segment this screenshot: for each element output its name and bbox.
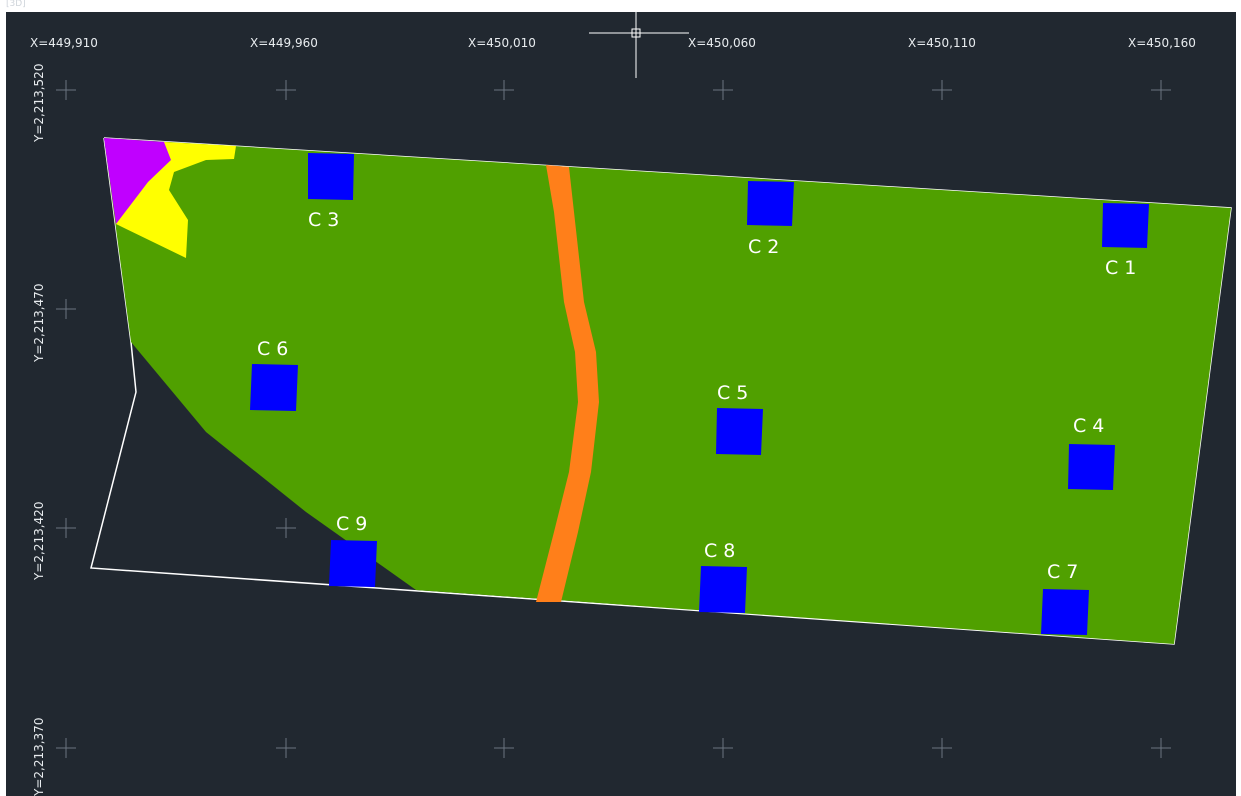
x-coordinate-label: X=449,910 xyxy=(30,36,98,50)
yellow-zone[interactable] xyxy=(116,142,236,258)
grid-cross xyxy=(713,738,733,758)
column-c4-square[interactable] xyxy=(1068,444,1115,490)
grid-cross xyxy=(276,518,296,538)
column-c8-label: C 8 xyxy=(704,540,735,562)
column-c6-label: C 6 xyxy=(257,338,288,360)
column-c5-square[interactable] xyxy=(716,408,763,455)
column-c7[interactable]: C 7 xyxy=(1041,561,1089,635)
column-c1-label: C 1 xyxy=(1105,257,1136,279)
y-coordinate-label: Y=2,213,520 xyxy=(32,64,46,143)
x-coordinate-label: X=450,060 xyxy=(688,36,756,50)
column-c5[interactable]: C 5 xyxy=(716,382,763,455)
column-c1[interactable]: C 1 xyxy=(1102,203,1149,279)
y-coordinate-labels: Y=2,213,520 Y=2,213,470 Y=2,213,420 Y=2,… xyxy=(32,64,46,796)
grid-cross xyxy=(1151,80,1171,100)
y-coordinate-label: Y=2,213,470 xyxy=(32,284,46,363)
column-c4-label: C 4 xyxy=(1073,415,1104,437)
column-c6[interactable]: C 6 xyxy=(250,338,298,411)
column-c3[interactable]: C 3 xyxy=(308,153,354,231)
column-c7-label: C 7 xyxy=(1047,561,1078,583)
column-c2-label: C 2 xyxy=(748,236,779,258)
column-c2[interactable]: C 2 xyxy=(747,181,794,258)
grid-cross xyxy=(276,80,296,100)
column-c7-square[interactable] xyxy=(1041,589,1089,635)
field-area[interactable] xyxy=(104,138,1231,644)
grid-cross xyxy=(276,738,296,758)
grid-markers xyxy=(56,80,1171,758)
x-coordinate-label: X=449,960 xyxy=(250,36,318,50)
x-coordinate-label: X=450,160 xyxy=(1128,36,1196,50)
x-coordinate-label: X=450,110 xyxy=(908,36,976,50)
grid-cross xyxy=(713,80,733,100)
x-coordinate-labels: X=449,910 X=449,960 X=450,010 X=450,060 … xyxy=(30,36,1196,50)
road-strip[interactable] xyxy=(536,165,599,602)
purple-zone[interactable] xyxy=(104,138,181,224)
columns-layer: C 1 C 2 C 3 C 4 C 5 xyxy=(250,153,1149,635)
grid-cross xyxy=(56,518,76,538)
column-c9[interactable]: C 9 xyxy=(329,513,377,587)
grid-cross xyxy=(932,80,952,100)
x-coordinate-label: X=450,010 xyxy=(468,36,536,50)
column-c1-square[interactable] xyxy=(1102,203,1149,248)
y-coordinate-label: Y=2,213,420 xyxy=(32,502,46,581)
column-c4[interactable]: C 4 xyxy=(1068,415,1115,490)
column-c9-label: C 9 xyxy=(336,513,367,535)
column-c6-square[interactable] xyxy=(250,364,298,411)
view-label[interactable]: [3D] xyxy=(6,0,26,9)
column-c5-label: C 5 xyxy=(717,382,748,404)
column-c8[interactable]: C 8 xyxy=(699,540,747,613)
drawing-viewport[interactable]: C 1 C 2 C 3 C 4 C 5 xyxy=(6,12,1236,796)
grid-cross xyxy=(56,299,76,319)
grid-cross xyxy=(932,738,952,758)
grid-cross xyxy=(56,738,76,758)
column-c2-square[interactable] xyxy=(747,181,794,226)
grid-cross xyxy=(1151,738,1171,758)
drawing-canvas[interactable]: C 1 C 2 C 3 C 4 C 5 xyxy=(6,12,1236,796)
column-c8-square[interactable] xyxy=(699,566,747,613)
grid-cross xyxy=(56,80,76,100)
y-coordinate-label: Y=2,213,370 xyxy=(32,718,46,796)
column-c3-square[interactable] xyxy=(308,153,354,200)
column-c3-label: C 3 xyxy=(308,209,339,231)
column-c9-square[interactable] xyxy=(329,540,377,587)
crosshair-cursor-icon xyxy=(589,12,689,78)
grid-cross xyxy=(494,738,514,758)
grid-cross xyxy=(494,80,514,100)
